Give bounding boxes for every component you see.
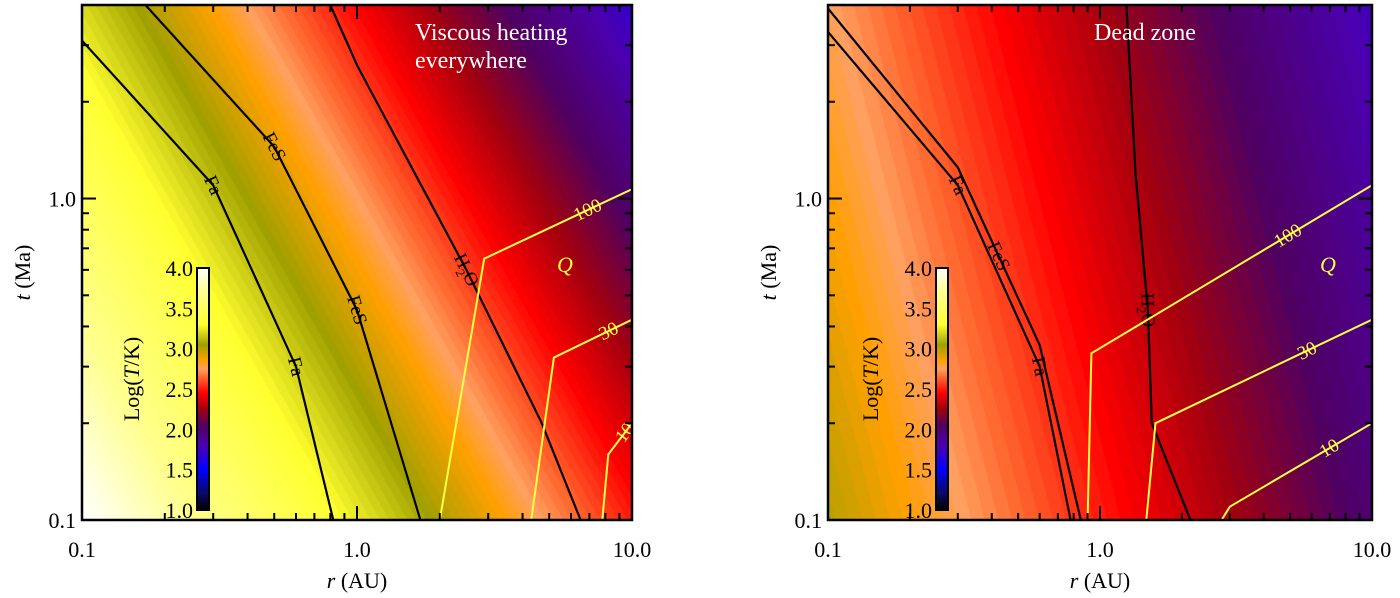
annotation-line: everywhere xyxy=(415,48,527,74)
colorbar-tick-label: 2.5 xyxy=(905,377,933,402)
y-tick-label: 0.1 xyxy=(49,508,77,533)
annotation-line: Viscous heating xyxy=(415,20,568,46)
colorbar-label-pre: Log( xyxy=(119,378,144,421)
q-contour-30 xyxy=(1145,318,1372,520)
colorbar-tick-label: 2.0 xyxy=(905,417,933,442)
x-tick-label: 0.1 xyxy=(68,537,96,562)
x-tick-label: 0.1 xyxy=(814,537,842,562)
x-tick-label: 1.0 xyxy=(343,537,371,562)
colorbar-tick-label: 3.0 xyxy=(166,337,194,362)
contour-h2o xyxy=(1125,5,1192,520)
contour-label-fa: Fa xyxy=(283,355,308,379)
x-tick-label: 10.0 xyxy=(1353,537,1392,562)
x-axis-unit: (AU) xyxy=(1078,568,1130,593)
colorbar-tick-label: 4.0 xyxy=(166,256,194,281)
contour-fa xyxy=(828,31,1072,520)
colorbar-tick-label: 3.5 xyxy=(166,296,194,321)
contour-fa xyxy=(82,39,335,520)
colorbar-label-pre: Log( xyxy=(858,378,883,421)
colorbar: 4.0 3.5 3.0 2.5 2.0 1.5 1.0 Log(T/K) xyxy=(119,256,210,523)
q-contour-100 xyxy=(1086,184,1372,520)
contour-h2o xyxy=(329,5,582,520)
x-axis-label: r (AU) xyxy=(1070,568,1131,593)
colorbar-tick-label: 1.0 xyxy=(166,498,194,523)
colorbar-label-post: /K) xyxy=(119,337,144,366)
colorbar-gradient xyxy=(196,267,210,511)
y-axis-label: t (Ma) xyxy=(10,245,35,301)
contour-fes xyxy=(144,5,422,520)
colorbar-tick-label: 1.5 xyxy=(905,458,933,483)
q-symbol-label: Q xyxy=(557,252,573,277)
colorbar-tick-label: 2.0 xyxy=(166,417,194,442)
colorbar-tick-label: 1.0 xyxy=(905,498,933,523)
y-tick-label: 1.0 xyxy=(49,187,77,212)
y-axis-unit: (Ma) xyxy=(756,245,781,294)
temperature-heatmap xyxy=(82,5,632,520)
y-tick-label: 1.0 xyxy=(795,187,823,212)
q-contour-100 xyxy=(438,188,632,520)
colorbar-label: Log(T/K) xyxy=(858,337,883,421)
y-axis-unit: (Ma) xyxy=(10,245,35,294)
x-tick-label: 1.0 xyxy=(1086,537,1114,562)
colorbar-label-post: /K) xyxy=(858,337,883,366)
colorbar: 4.0 3.5 3.0 2.5 2.0 1.5 1.0 Log(T/K) xyxy=(858,256,949,523)
colorbar-tick-label: 1.5 xyxy=(166,458,194,483)
colorbar-tick-label: 4.0 xyxy=(905,256,933,281)
colorbar-label-var: T xyxy=(858,364,883,378)
colorbar-tick-label: 2.5 xyxy=(166,377,194,402)
q-symbol-label: Q xyxy=(1320,252,1336,277)
y-axis-label: t (Ma) xyxy=(756,245,781,301)
colorbar-tick-label: 3.5 xyxy=(905,296,933,321)
annotation-line: Dead zone xyxy=(1094,20,1196,46)
y-axis-var: t xyxy=(756,293,781,300)
x-axis-var: r xyxy=(327,568,336,593)
x-axis-var: r xyxy=(1070,568,1079,593)
colorbar-label-var: T xyxy=(119,364,144,378)
x-axis-unit: (AU) xyxy=(335,568,387,593)
y-axis-var: t xyxy=(10,293,35,300)
colorbar-label: Log(T/K) xyxy=(119,337,144,421)
x-axis-label: r (AU) xyxy=(327,568,388,593)
q-contour-30 xyxy=(530,318,632,520)
colorbar-tick-label: 3.0 xyxy=(905,337,933,362)
colorbar-gradient xyxy=(935,267,949,511)
q-contour-10 xyxy=(1220,422,1372,520)
y-tick-label: 0.1 xyxy=(795,508,823,533)
x-tick-label: 10.0 xyxy=(613,537,652,562)
q-contour-10 xyxy=(601,422,632,520)
contour-fes xyxy=(828,7,1082,520)
temperature-heatmap xyxy=(828,5,1372,520)
